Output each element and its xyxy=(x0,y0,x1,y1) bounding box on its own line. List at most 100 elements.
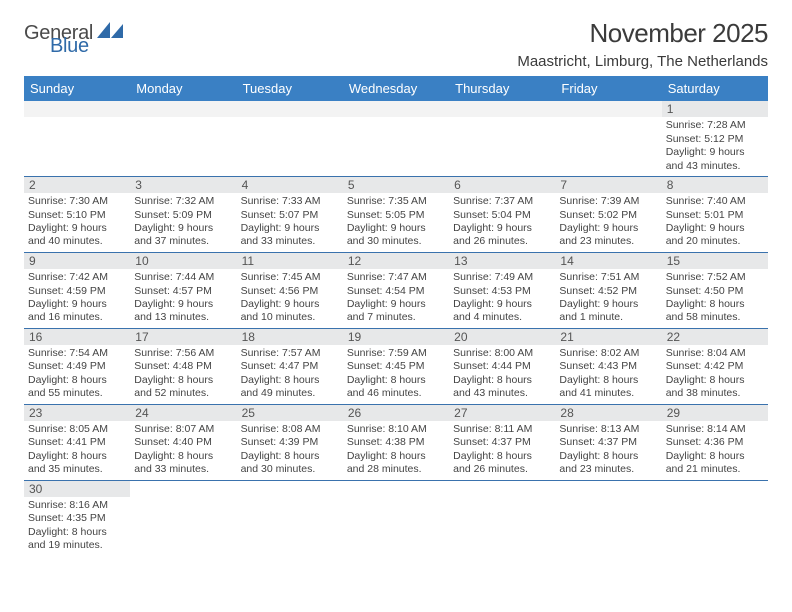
info-line-ss: Sunset: 5:12 PM xyxy=(666,133,764,146)
weekday-label: Monday xyxy=(130,76,236,101)
info-line-sr: Sunrise: 8:14 AM xyxy=(666,423,764,436)
day-number: 3 xyxy=(130,177,236,193)
brand-blue: Blue xyxy=(50,37,89,56)
info-line-ss: Sunset: 4:56 PM xyxy=(241,285,339,298)
day-cell: 16Sunrise: 7:54 AMSunset: 4:49 PMDayligh… xyxy=(24,329,130,404)
empty-cell xyxy=(130,481,236,556)
day-number: 28 xyxy=(555,405,661,421)
empty-cell xyxy=(555,481,661,556)
day-info: Sunrise: 7:45 AMSunset: 4:56 PMDaylight:… xyxy=(241,271,339,325)
info-line-sr: Sunrise: 8:00 AM xyxy=(453,347,551,360)
info-line-sr: Sunrise: 7:52 AM xyxy=(666,271,764,284)
day-number: 22 xyxy=(662,329,768,345)
info-line-ss: Sunset: 4:50 PM xyxy=(666,285,764,298)
day-number xyxy=(555,101,661,117)
info-line-d1: Daylight: 9 hours xyxy=(241,298,339,311)
info-line-sr: Sunrise: 8:16 AM xyxy=(28,499,126,512)
day-info: Sunrise: 7:39 AMSunset: 5:02 PMDaylight:… xyxy=(559,195,657,249)
info-line-ss: Sunset: 5:10 PM xyxy=(28,209,126,222)
info-line-sr: Sunrise: 7:37 AM xyxy=(453,195,551,208)
info-line-ss: Sunset: 4:39 PM xyxy=(241,436,339,449)
day-number: 18 xyxy=(237,329,343,345)
day-number: 9 xyxy=(24,253,130,269)
day-info: Sunrise: 7:52 AMSunset: 4:50 PMDaylight:… xyxy=(666,271,764,325)
info-line-sr: Sunrise: 7:54 AM xyxy=(28,347,126,360)
info-line-d2: and 38 minutes. xyxy=(666,387,764,400)
week-row: 9Sunrise: 7:42 AMSunset: 4:59 PMDaylight… xyxy=(24,253,768,329)
info-line-sr: Sunrise: 7:56 AM xyxy=(134,347,232,360)
info-line-sr: Sunrise: 8:13 AM xyxy=(559,423,657,436)
info-line-ss: Sunset: 5:04 PM xyxy=(453,209,551,222)
brand-text: General Blue xyxy=(24,24,93,56)
day-info: Sunrise: 8:13 AMSunset: 4:37 PMDaylight:… xyxy=(559,423,657,477)
info-line-d2: and 40 minutes. xyxy=(28,235,126,248)
info-line-d2: and 1 minute. xyxy=(559,311,657,324)
info-line-sr: Sunrise: 7:45 AM xyxy=(241,271,339,284)
info-line-d1: Daylight: 9 hours xyxy=(453,298,551,311)
empty-cell xyxy=(662,481,768,556)
day-number: 8 xyxy=(662,177,768,193)
info-line-d1: Daylight: 9 hours xyxy=(453,222,551,235)
day-number: 6 xyxy=(449,177,555,193)
day-cell: 14Sunrise: 7:51 AMSunset: 4:52 PMDayligh… xyxy=(555,253,661,328)
day-number: 1 xyxy=(662,101,768,117)
day-cell: 15 Sunrise: 7:52 AMSunset: 4:50 PMDayligh… xyxy=(662,253,768,328)
day-cell: 8Sunrise: 7:40 AMSunset: 5:01 PMDaylight… xyxy=(662,177,768,252)
day-info: Sunrise: 7:28 AMSunset: 5:12 PMDaylight:… xyxy=(666,119,764,173)
day-cell: 21Sunrise: 8:02 AMSunset: 4:43 PMDayligh… xyxy=(555,329,661,404)
info-line-ss: Sunset: 5:07 PM xyxy=(241,209,339,222)
info-line-d1: Daylight: 8 hours xyxy=(666,374,764,387)
day-number: 15 xyxy=(662,253,768,269)
day-cell: 6 Sunrise: 7:37 AMSunset: 5:04 PMDaylight… xyxy=(449,177,555,252)
info-line-sr: Sunrise: 8:04 AM xyxy=(666,347,764,360)
info-line-ss: Sunset: 5:09 PM xyxy=(134,209,232,222)
info-line-d2: and 43 minutes. xyxy=(666,160,764,173)
day-cell: 13Sunrise: 7:49 AMSunset: 4:53 PMDayligh… xyxy=(449,253,555,328)
day-info: Sunrise: 8:04 AMSunset: 4:42 PMDaylight:… xyxy=(666,347,764,401)
empty-cell xyxy=(343,481,449,556)
day-info: Sunrise: 7:54 AMSunset: 4:49 PMDaylight:… xyxy=(28,347,126,401)
info-line-d2: and 26 minutes. xyxy=(453,463,551,476)
empty-cell xyxy=(237,101,343,176)
info-line-d1: Daylight: 9 hours xyxy=(28,298,126,311)
info-line-d2: and 21 minutes. xyxy=(666,463,764,476)
info-line-d2: and 33 minutes. xyxy=(134,463,232,476)
info-line-ss: Sunset: 4:54 PM xyxy=(347,285,445,298)
info-line-d2: and 30 minutes. xyxy=(347,235,445,248)
day-cell: 1 Sunrise: 7:28 AMSunset: 5:12 PMDaylight… xyxy=(662,101,768,176)
empty-cell xyxy=(449,101,555,176)
info-line-d1: Daylight: 9 hours xyxy=(347,298,445,311)
info-line-ss: Sunset: 4:42 PM xyxy=(666,360,764,373)
day-info: Sunrise: 8:02 AMSunset: 4:43 PMDaylight:… xyxy=(559,347,657,401)
info-line-d2: and 35 minutes. xyxy=(28,463,126,476)
info-line-d1: Daylight: 9 hours xyxy=(241,222,339,235)
empty-cell xyxy=(130,101,236,176)
day-cell: 24Sunrise: 8:07 AMSunset: 4:40 PMDayligh… xyxy=(130,405,236,480)
day-cell: 23Sunrise: 8:05 AMSunset: 4:41 PMDayligh… xyxy=(24,405,130,480)
day-info: Sunrise: 7:32 AMSunset: 5:09 PMDaylight:… xyxy=(134,195,232,249)
day-info: Sunrise: 7:35 AMSunset: 5:05 PMDaylight:… xyxy=(347,195,445,249)
info-line-d2: and 23 minutes. xyxy=(559,463,657,476)
info-line-d1: Daylight: 8 hours xyxy=(666,298,764,311)
info-line-d2: and 16 minutes. xyxy=(28,311,126,324)
info-line-ss: Sunset: 4:41 PM xyxy=(28,436,126,449)
weekday-label: Wednesday xyxy=(343,76,449,101)
info-line-d1: Daylight: 8 hours xyxy=(28,450,126,463)
info-line-sr: Sunrise: 7:49 AM xyxy=(453,271,551,284)
weekday-label: Sunday xyxy=(24,76,130,101)
info-line-ss: Sunset: 5:02 PM xyxy=(559,209,657,222)
day-number xyxy=(237,101,343,117)
day-info: Sunrise: 8:14 AMSunset: 4:36 PMDaylight:… xyxy=(666,423,764,477)
info-line-d2: and 41 minutes. xyxy=(559,387,657,400)
week-row: 1 Sunrise: 7:28 AMSunset: 5:12 PMDaylight… xyxy=(24,101,768,177)
info-line-ss: Sunset: 4:48 PM xyxy=(134,360,232,373)
info-line-d1: Daylight: 9 hours xyxy=(666,146,764,159)
month-title: November 2025 xyxy=(517,18,768,49)
weekday-header: SundayMondayTuesdayWednesdayThursdayFrid… xyxy=(24,76,768,101)
info-line-d1: Daylight: 8 hours xyxy=(241,450,339,463)
info-line-d2: and 49 minutes. xyxy=(241,387,339,400)
info-line-sr: Sunrise: 7:30 AM xyxy=(28,195,126,208)
info-line-ss: Sunset: 4:38 PM xyxy=(347,436,445,449)
week-row: 16Sunrise: 7:54 AMSunset: 4:49 PMDayligh… xyxy=(24,329,768,405)
day-info: Sunrise: 7:56 AMSunset: 4:48 PMDaylight:… xyxy=(134,347,232,401)
